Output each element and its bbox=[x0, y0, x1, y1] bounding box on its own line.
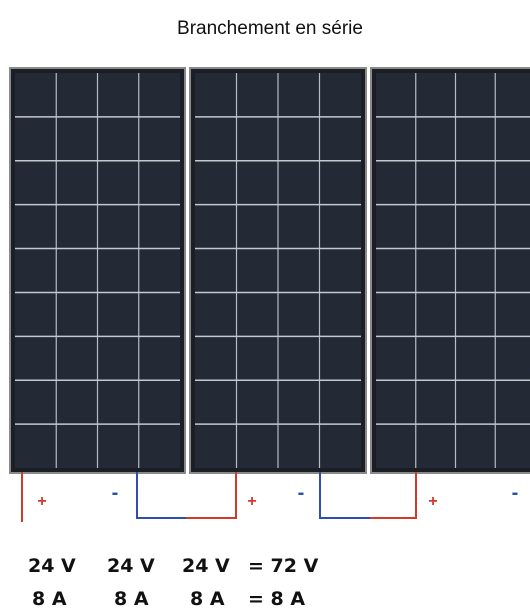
current: 8 A bbox=[32, 588, 67, 610]
wires bbox=[22, 472, 416, 522]
diagram: Branchement en série + - + - + - 24 V 24… bbox=[0, 0, 530, 613]
terminal-plus: + bbox=[37, 493, 46, 510]
voltage: 24 V bbox=[28, 555, 76, 577]
terminal-minus: - bbox=[298, 482, 305, 504]
title: Branchement en série bbox=[177, 18, 363, 39]
voltage: 24 V bbox=[182, 555, 230, 577]
wire bbox=[320, 472, 370, 518]
wire bbox=[186, 472, 236, 518]
wire bbox=[370, 472, 416, 518]
terminal-plus: + bbox=[428, 493, 437, 510]
panel-cells bbox=[376, 73, 530, 468]
terminal-minus: - bbox=[112, 482, 119, 504]
terminal-plus: + bbox=[247, 493, 256, 510]
panels bbox=[10, 68, 530, 473]
wire bbox=[137, 472, 186, 518]
current-total: = 8 A bbox=[248, 588, 305, 610]
current: 8 A bbox=[190, 588, 225, 610]
voltage-total: = 72 V bbox=[248, 555, 319, 577]
current: 8 A bbox=[114, 588, 149, 610]
terminal-minus: - bbox=[512, 482, 519, 504]
voltage: 24 V bbox=[107, 555, 155, 577]
